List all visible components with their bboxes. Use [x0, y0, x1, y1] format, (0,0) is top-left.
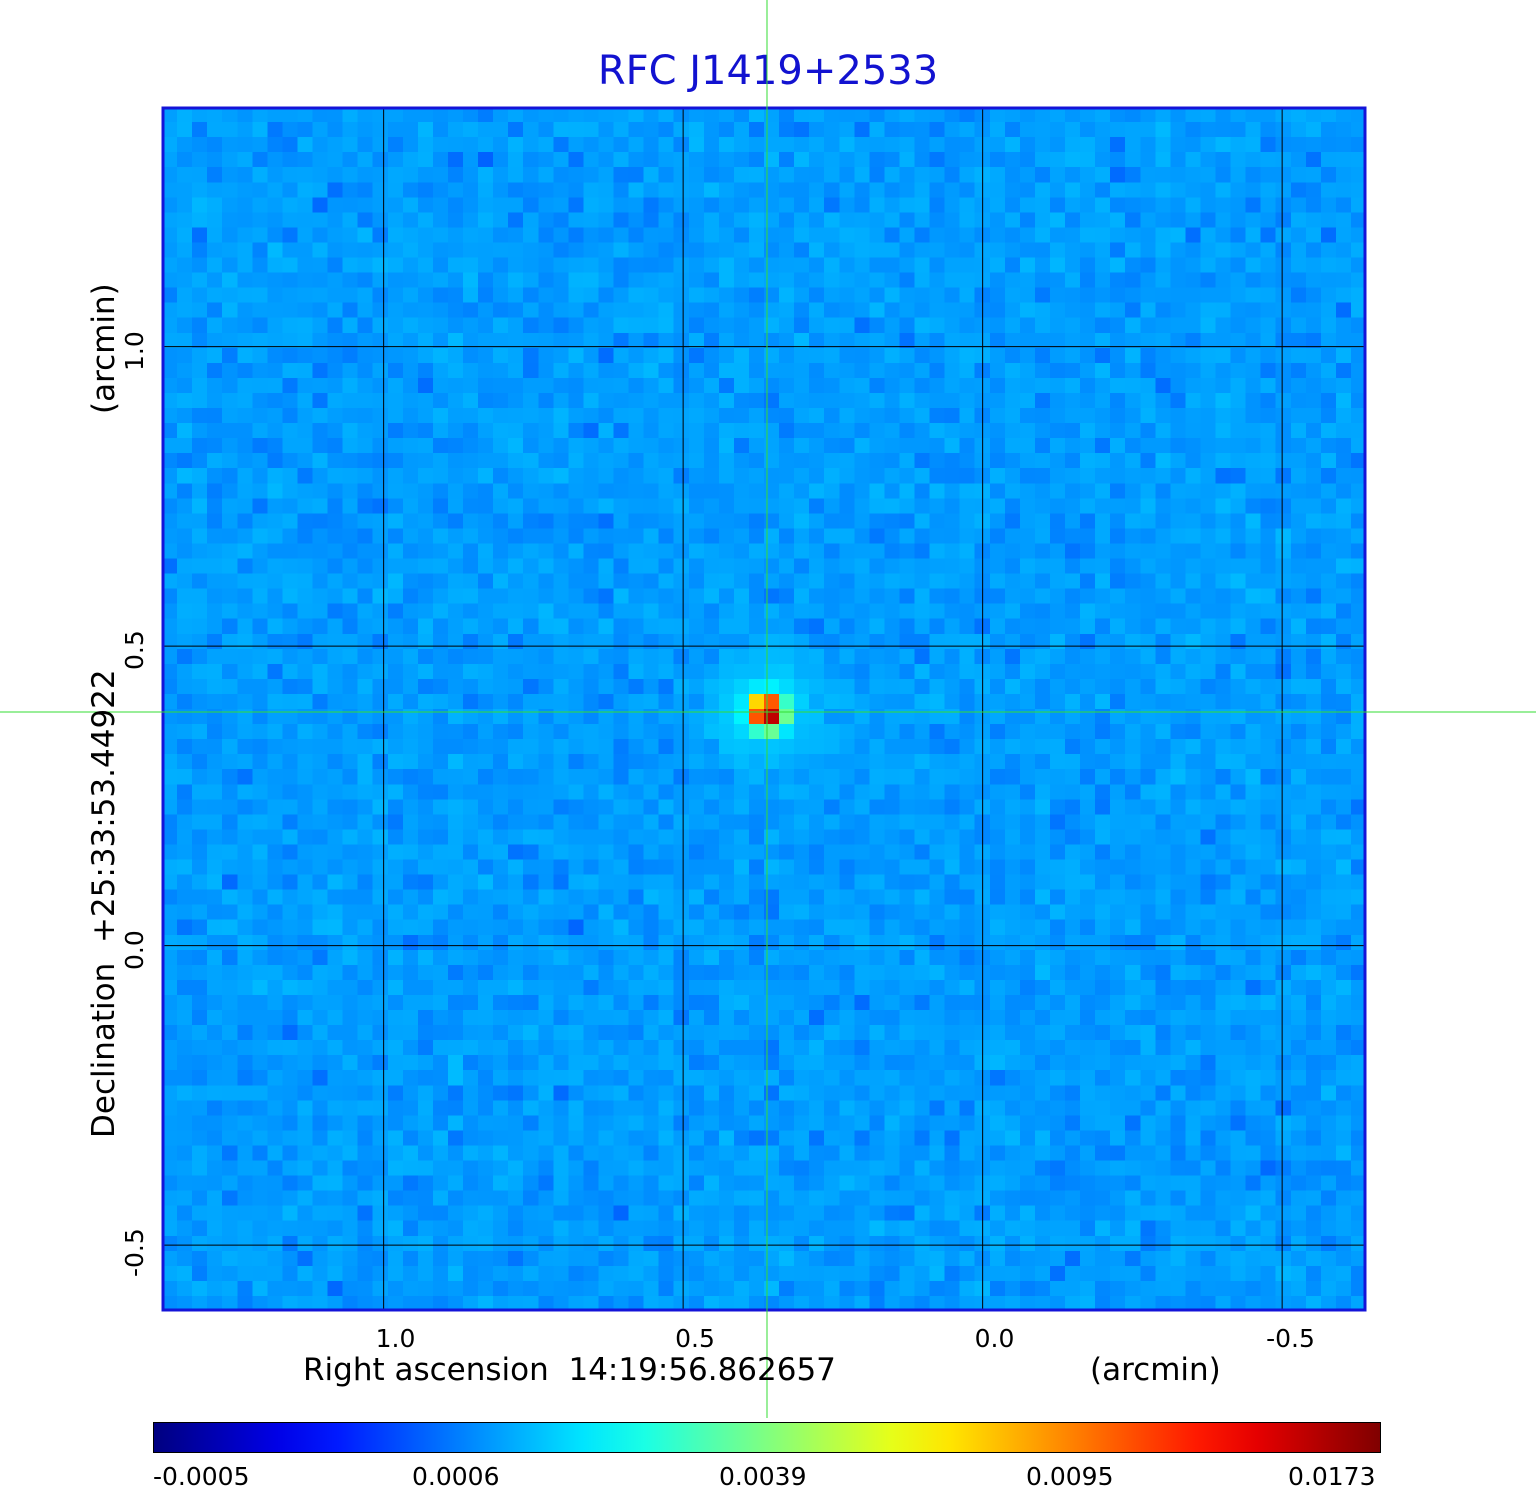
x-axis-unit: (arcmin) [1090, 1352, 1221, 1388]
x-tick-label: 1.0 [375, 1324, 416, 1353]
heatmap-image [162, 107, 1366, 1311]
colorbar-tick-label: 0.0006 [412, 1462, 500, 1491]
y-axis-label: Declination +25:33:53.44922 [86, 669, 122, 1138]
y-tick-label: -0.5 [120, 1228, 149, 1278]
y-axis-unit: (arcmin) [86, 283, 122, 414]
x-tick-label: 0.5 [675, 1324, 715, 1353]
y-tick-label: 1.0 [120, 330, 149, 371]
y-tick-label: 0.0 [120, 929, 149, 970]
plot-frame [161, 106, 1367, 1312]
grid-lines [162, 107, 1366, 1311]
colorbar-tick-label: 0.0095 [1026, 1462, 1114, 1491]
x-tick-label: -0.5 [1266, 1324, 1315, 1353]
colorbar-tick-label: -0.0005 [153, 1462, 250, 1491]
chart-title: RFC J1419+2533 [597, 48, 939, 94]
colorbar-tick-label: 0.0173 [1288, 1462, 1376, 1491]
crosshair [0, 0, 1536, 1418]
x-axis-label: Right ascension 14:19:56.862657 [303, 1352, 836, 1388]
y-tick-label: 0.5 [120, 630, 149, 671]
x-tick-label: 0.0 [974, 1324, 1015, 1353]
colorbar-tick-label: 0.0039 [719, 1462, 807, 1491]
colorbar [153, 1422, 1381, 1453]
